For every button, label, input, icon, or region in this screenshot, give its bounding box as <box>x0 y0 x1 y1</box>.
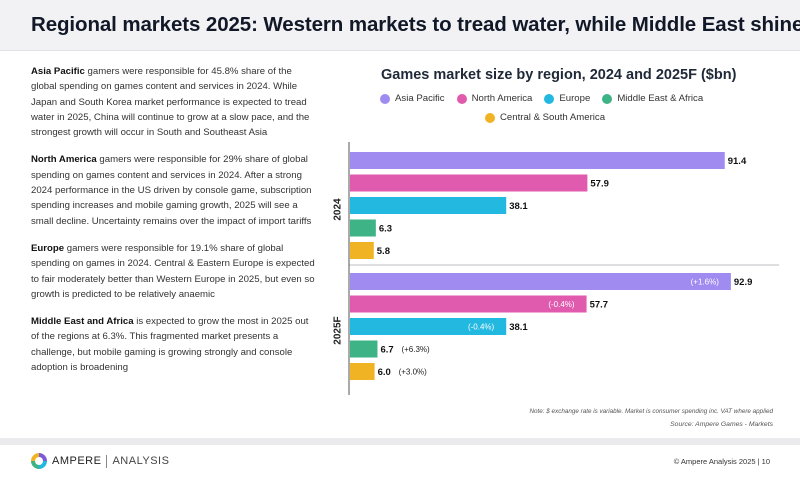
data-label-central-south-america-2025f: 6.0 <box>378 367 391 378</box>
legend-item-middle-east-africa: Middle East & Africa <box>602 93 703 104</box>
bar-north-america-2025f <box>350 295 587 313</box>
paragraph-text: is expected to grow the most in 2025 out… <box>31 316 309 374</box>
data-label-north-america-2025f: 57.7 <box>590 300 609 311</box>
brand-separator <box>106 454 108 468</box>
data-label-middle-east-africa-2024: 6.3 <box>379 224 392 235</box>
legend-dot <box>456 93 467 104</box>
bar-middle-east-africa-2024 <box>350 219 376 237</box>
data-label-europe-2025f: 38.1 <box>509 322 528 333</box>
legend-item-europe: Europe <box>544 93 590 104</box>
paragraph-text: gamers were responsible for 19.1% share … <box>31 242 315 300</box>
change-label-central-south-america-2025f: (+3.0%) <box>399 368 428 377</box>
data-label-asia-pacific-2025f: 92.9 <box>734 277 753 288</box>
paragraph-lead: Middle East and Africa <box>31 316 134 328</box>
brand-name: AMPERE <box>52 455 102 467</box>
group-label-2025f: 2025F <box>333 316 344 344</box>
legend-label: Middle East & Africa <box>617 93 704 104</box>
legend-dot <box>602 93 613 104</box>
paragraph-text: gamers were responsible for 45.8% share … <box>31 66 310 139</box>
legend-label: Europe <box>559 93 591 104</box>
legend-row-2: Central & South America <box>485 112 617 123</box>
paragraph-lead: Europe <box>31 242 65 254</box>
chart-note: Note: $ exchange rate is variable. Marke… <box>529 408 774 415</box>
legend-label: Asia Pacific <box>395 93 445 104</box>
chart-source: Source: Ampere Games - Markets <box>670 421 773 428</box>
data-label-middle-east-africa-2025f: 6.7 <box>380 345 393 356</box>
paragraph-lead: North America <box>31 154 97 166</box>
bar-middle-east-africa-2025f <box>350 340 378 358</box>
bar-europe-2025f <box>350 318 507 335</box>
bar-chart: 2024 91.4 57.9 38.1 6.3 5.8 2025F 92.9 (+1.6%) 57… <box>333 142 779 395</box>
legend-item-central-south-america: Central & South America <box>485 112 605 123</box>
footer-divider <box>0 438 800 445</box>
commentary: Asia Pacific gamers were responsible for… <box>31 64 316 387</box>
bar-europe-2024 <box>350 197 507 214</box>
data-label-europe-2024: 38.1 <box>509 201 528 212</box>
bar-central-south-america-2024 <box>350 242 374 259</box>
copyright-page-number: © Ampere Analysis 2025 | 10 <box>673 457 770 466</box>
legend-item-asia-pacific: Asia Pacific <box>380 93 445 104</box>
paragraph-text: gamers were responsible for 29% share of… <box>31 154 312 227</box>
legend-dot <box>485 112 495 123</box>
change-label-europe-2025f: (-0.4%) <box>468 323 495 332</box>
header-bar: Regional markets 2025: Western markets t… <box>0 0 800 51</box>
paragraph-middle-east-africa: Middle East and Africa is expected to gr… <box>31 314 316 375</box>
data-label-north-america-2024: 57.9 <box>590 179 609 190</box>
legend-label: Central & South America <box>500 112 606 123</box>
legend-dot <box>380 93 390 104</box>
legend-dot <box>544 93 555 104</box>
ampere-logo-icon <box>31 453 47 469</box>
bar-asia-pacific-2024 <box>350 152 725 169</box>
legend-row-1: Asia Pacific North America Europe Middle… <box>380 93 715 104</box>
paragraph-lead: Asia Pacific <box>31 66 85 77</box>
chart-title: Games market size by region, 2024 and 20… <box>381 67 737 83</box>
data-label-asia-pacific-2024: 91.4 <box>728 156 747 167</box>
change-label-asia-pacific-2025f: (+1.6%) <box>691 278 720 287</box>
brand-suffix: ANALYSIS <box>112 455 170 467</box>
paragraph-north-america: North America gamers were responsible fo… <box>31 152 316 228</box>
legend-label: North America <box>471 93 533 104</box>
paragraph-asia-pacific: Asia Pacific gamers were responsible for… <box>31 64 316 140</box>
group-label-2024: 2024 <box>333 198 344 221</box>
change-label-north-america-2025f: (-0.4%) <box>548 300 575 309</box>
bar-central-south-america-2025f <box>350 363 375 380</box>
change-label-middle-east-africa-2025f: (+6.3%) <box>401 345 430 354</box>
data-label-central-south-america-2024: 5.8 <box>377 246 390 257</box>
bar-asia-pacific-2025f <box>350 273 731 290</box>
legend-item-north-america: North America <box>456 93 533 104</box>
paragraph-europe: Europe gamers were responsible for 19.1%… <box>31 241 316 302</box>
bar-north-america-2024 <box>350 174 588 192</box>
ampere-logo: AMPERE ANALYSIS <box>31 453 169 469</box>
page-title: Regional markets 2025: Western markets t… <box>31 13 800 36</box>
